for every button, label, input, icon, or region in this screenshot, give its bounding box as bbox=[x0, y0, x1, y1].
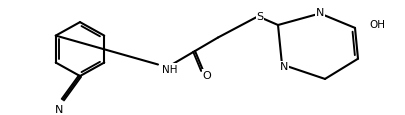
Text: N: N bbox=[280, 62, 288, 72]
Text: OH: OH bbox=[369, 20, 385, 30]
Text: N: N bbox=[316, 7, 324, 17]
Text: S: S bbox=[256, 12, 264, 22]
Text: N: N bbox=[55, 104, 63, 114]
Text: NH: NH bbox=[162, 65, 177, 75]
Text: O: O bbox=[202, 70, 211, 80]
